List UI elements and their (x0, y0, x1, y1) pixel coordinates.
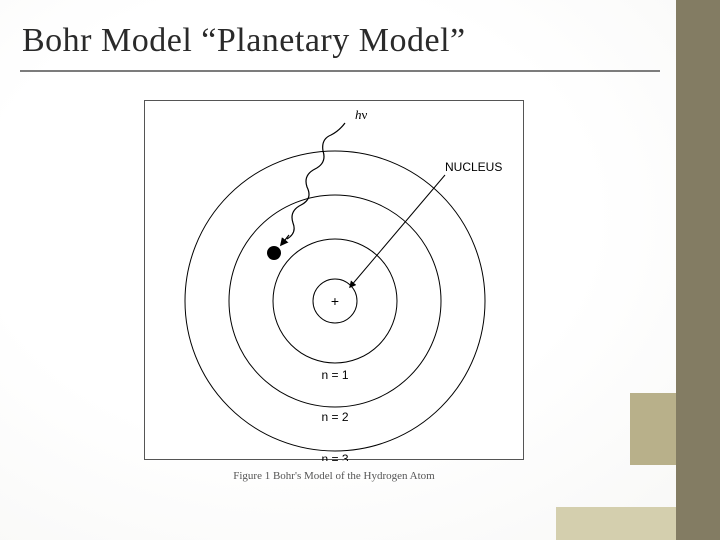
accent-block-1 (630, 393, 676, 465)
svg-text:n = 2: n = 2 (321, 410, 348, 424)
figure-container: n = 1 n = 2 n = 3 + hν NUCLEUS Figure 1 Bohr'… (144, 100, 524, 482)
bohr-diagram: n = 1 n = 2 n = 3 + hν NUCLEUS (145, 101, 525, 461)
title-underline (20, 70, 660, 72)
figure-box: n = 1 n = 2 n = 3 + hν NUCLEUS (144, 100, 524, 460)
svg-text:n = 1: n = 1 (321, 368, 348, 382)
svg-text:NUCLEUS: NUCLEUS (445, 160, 502, 174)
sidebar-decoration (676, 0, 720, 540)
accent-block-2 (556, 507, 676, 540)
svg-text:hν: hν (355, 107, 368, 122)
slide-title: Bohr Model “Planetary Model” (22, 22, 466, 60)
figure-caption: Figure 1 Bohr's Model of the Hydrogen At… (144, 470, 524, 482)
svg-text:+: + (331, 293, 339, 309)
svg-text:n = 3: n = 3 (321, 452, 348, 461)
